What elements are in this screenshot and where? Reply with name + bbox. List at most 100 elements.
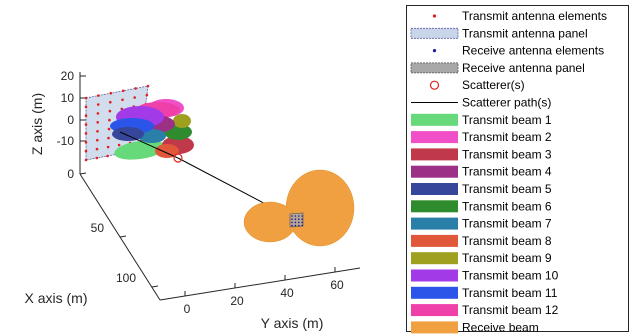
legend-swatch — [432, 49, 437, 53]
receive-antenna-element — [291, 221, 293, 224]
transmit-antenna-element — [84, 123, 88, 126]
legend-label: Transmit beam 5 — [462, 182, 552, 196]
legend-label: Scatterer(s) — [462, 78, 525, 92]
z-tick-label: 0 — [67, 167, 74, 181]
transmit-beam-8 — [155, 144, 179, 158]
transmit-antenna-element — [106, 154, 109, 158]
z-tick-label: 10 — [61, 91, 75, 105]
legend-item: Transmit beam 11 — [411, 286, 558, 300]
transmit-beam-7 — [138, 129, 166, 143]
transmit-antenna-element — [121, 89, 125, 93]
legend: Transmit antenna elements Transmit antenn… — [406, 5, 629, 334]
legend-item: Transmit beam 2 — [411, 130, 552, 144]
transmit-beam-1 — [114, 140, 166, 160]
y-tick-label: 20 — [230, 294, 244, 308]
y-tick-group: 0 20 40 60 — [184, 267, 344, 316]
receive-antenna-element — [294, 221, 297, 224]
receive-antenna-element — [294, 224, 297, 227]
y-tick-label: 0 — [184, 302, 191, 316]
legend-swatch — [411, 269, 458, 282]
transmit-antenna-element — [109, 91, 113, 95]
receive-antenna-element — [291, 215, 293, 217]
legend-swatch — [429, 80, 440, 90]
legend-label: Transmit antenna panel — [462, 26, 588, 40]
transmit-antenna-element — [145, 93, 149, 97]
legend-swatch — [411, 148, 458, 161]
receive-antenna-element — [291, 224, 293, 227]
receive-antenna-element — [298, 218, 300, 220]
z-tick-label: 20 — [61, 69, 75, 83]
receive-antenna-element — [301, 221, 304, 224]
legend-item: Transmit beam 6 — [411, 199, 552, 213]
transmit-antenna-element — [84, 132, 88, 135]
legend-swatch — [411, 321, 458, 334]
receive-antenna-element — [298, 215, 300, 217]
receive-antenna-element — [301, 224, 304, 227]
z-tick-label: -10 — [57, 134, 75, 148]
legend-item: Transmit beam 9 — [411, 251, 552, 265]
transmit-antenna-element — [96, 103, 100, 106]
x-tick-mark — [79, 172, 87, 175]
scatterer-path — [119, 131, 179, 159]
legend-item: Transmit beam 1 — [411, 113, 552, 127]
receive-beam — [243, 169, 355, 247]
transmit-antenna-element — [97, 94, 100, 97]
legend-item: Transmit beam 8 — [411, 234, 552, 248]
legend-swatch — [411, 286, 458, 299]
x-axis-label: X axis (m) — [25, 290, 88, 306]
transmit-antenna-element — [95, 156, 99, 160]
legend-item: Transmit beam 12 — [411, 303, 559, 317]
transmit-antenna-element — [106, 145, 110, 149]
scatterer-marker — [173, 153, 183, 163]
receive-antenna-panel — [289, 212, 304, 228]
legend-label: Transmit beam 2 — [462, 130, 552, 144]
legend-item: Transmit beam 7 — [411, 217, 552, 231]
legend-item: Transmit beam 4 — [411, 165, 552, 179]
legend-label: Transmit beam 1 — [462, 113, 552, 127]
transmit-antenna-element — [109, 100, 112, 104]
transmit-antenna-element — [96, 112, 100, 115]
transmit-antenna-element — [96, 130, 99, 133]
transmit-antenna-element — [146, 84, 150, 88]
y-axis-label: Y axis (m) — [261, 315, 324, 331]
transmit-antenna-element — [84, 141, 88, 144]
z-tick-group: 20 10 0 -10 0 — [57, 69, 86, 181]
legend-label: Receive antenna panel — [462, 61, 585, 75]
transmit-antenna-element — [133, 96, 136, 99]
receive-antenna-element — [291, 218, 293, 220]
transmit-antenna-element — [107, 136, 110, 140]
legend-label: Receive beam — [462, 320, 539, 334]
legend-label: Transmit beam 3 — [462, 147, 552, 161]
x-tick-mark — [151, 285, 159, 288]
transmit-beam-5 — [112, 127, 144, 141]
legend-label: Scatterer path(s) — [462, 96, 551, 110]
legend-item: Receive beam — [411, 320, 539, 334]
legend-label: Transmit beam 12 — [462, 303, 559, 317]
legend-swatch — [411, 200, 458, 213]
legend-swatch — [411, 252, 458, 265]
legend-label: Transmit beam 9 — [462, 251, 552, 265]
x-tick-group: 50 100 — [79, 172, 159, 288]
transmit-antenna-element — [107, 127, 111, 131]
receive-beam-lobe — [243, 201, 297, 243]
transmit-antenna-element — [108, 118, 111, 122]
x-tick-mark — [119, 235, 127, 238]
z-tick-label: 0 — [67, 113, 74, 127]
legend-item: Transmit beam 5 — [411, 182, 552, 196]
receive-antenna-element — [298, 224, 300, 227]
legend-swatch — [411, 131, 458, 144]
legend-item: Scatterer(s) — [429, 78, 525, 92]
transmit-antenna-element — [117, 143, 121, 147]
legend-swatch — [410, 27, 459, 39]
receive-antenna-element — [301, 215, 304, 217]
legend-swatch — [411, 183, 458, 195]
legend-item: Receive antenna elements — [432, 44, 604, 58]
legend-item: Transmit beam 10 — [411, 269, 559, 283]
legend-label: Transmit beam 6 — [462, 199, 552, 213]
x-tick-label: 100 — [116, 271, 136, 285]
z-axis-label: Z axis (m) — [29, 93, 45, 155]
legend-swatch — [411, 304, 458, 317]
legend-label: Transmit beam 10 — [462, 269, 559, 283]
